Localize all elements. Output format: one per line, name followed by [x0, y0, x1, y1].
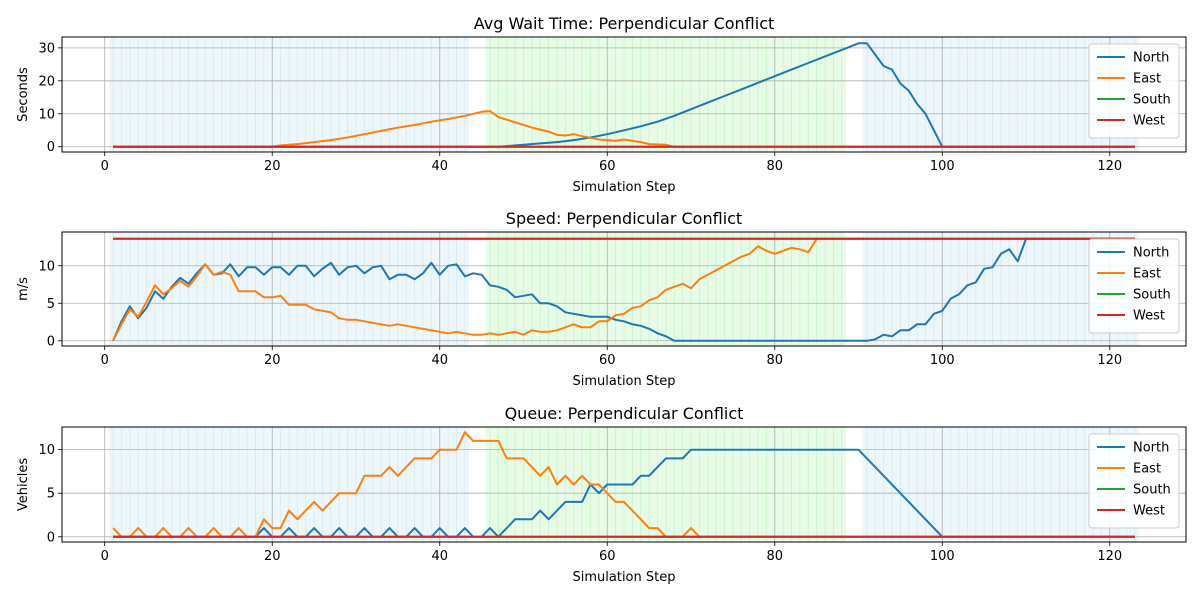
x-tick-label: 40	[431, 549, 448, 564]
series-line-north	[112, 237, 1135, 342]
legend: North East South West	[1088, 433, 1180, 529]
legend-label-west: West	[1133, 114, 1165, 129]
chart-title: Speed: Perpendicular Conflict	[506, 209, 742, 228]
x-tick-label: 20	[264, 353, 281, 368]
chart-title: Queue: Perpendicular Conflict	[505, 404, 744, 423]
series-line-east	[112, 431, 1135, 538]
axes-frame	[61, 36, 1187, 153]
y-axis-label: m/s	[16, 277, 31, 301]
x-tick-label: 60	[599, 353, 616, 368]
x-tick-label: 80	[766, 159, 783, 174]
x-tick-label: 40	[431, 159, 448, 174]
x-tick-label: 20	[264, 159, 281, 174]
y-tick-label: 30	[38, 41, 55, 56]
x-tick-label: 100	[930, 549, 955, 564]
legend-label-east: East	[1133, 462, 1161, 477]
y-tick-label: 20	[38, 74, 55, 89]
legend-box	[1088, 238, 1180, 334]
legend-label-south: South	[1133, 93, 1171, 108]
series-line-east	[112, 237, 1135, 342]
y-tick-label: 5	[47, 487, 55, 502]
x-tick-label: 0	[101, 159, 109, 174]
series-line-north	[113, 42, 1135, 148]
legend-label-west: West	[1133, 504, 1165, 519]
x-tick-label: 120	[1097, 549, 1122, 564]
y-tick-label: 5	[47, 297, 55, 312]
x-axis-label: Simulation Step	[573, 570, 676, 585]
y-axis-label: Seconds	[16, 67, 31, 122]
legend-label-east: East	[1133, 267, 1161, 282]
chart-panel-2: 0 20 40 60 80 100 120 0 5 10 Speed: Perpendicular …	[16, 209, 1187, 389]
x-tick-label: 60	[599, 159, 616, 174]
series-group	[113, 42, 1135, 148]
x-tick-label: 100	[930, 353, 955, 368]
phase-band-green	[485, 427, 846, 542]
legend-label-south: South	[1133, 483, 1171, 498]
x-axis-label: Simulation Step	[573, 180, 676, 195]
y-tick-label: 10	[38, 443, 55, 458]
legend-label-north: North	[1133, 51, 1169, 66]
grid	[62, 232, 1186, 346]
y-axis-label: Vehicles	[16, 458, 31, 511]
grid	[62, 37, 1186, 152]
x-tick-label: 80	[766, 353, 783, 368]
x-tick-label: 40	[431, 353, 448, 368]
x-axis-label: Simulation Step	[573, 374, 676, 389]
x-tick-label: 0	[101, 353, 109, 368]
axes-frame	[61, 231, 1187, 347]
series-group	[112, 431, 1135, 538]
legend-label-west: West	[1133, 309, 1165, 324]
legend-label-south: South	[1133, 288, 1171, 303]
legend-box	[1088, 433, 1180, 529]
phase-band-blue	[108, 37, 470, 152]
legend-label-east: East	[1133, 72, 1161, 87]
y-tick-label: 0	[47, 334, 55, 349]
chart-panel-1: 0 20 40 60 80 100 120 0 10 20 30 Avg Wait Time: Per…	[16, 14, 1187, 195]
legend: North East South West	[1088, 238, 1180, 334]
series-group	[112, 237, 1135, 342]
phase-shading	[108, 37, 1140, 152]
phase-band-green	[485, 37, 846, 152]
y-tick-label: 10	[38, 107, 55, 122]
x-tick-label: 100	[930, 159, 955, 174]
x-tick-label: 20	[264, 549, 281, 564]
chart-panel-3: 0 20 40 60 80 100 120 0 5 10 Queue: Perpendicular …	[16, 404, 1187, 585]
y-tick-label: 0	[47, 140, 55, 155]
x-tick-label: 120	[1097, 353, 1122, 368]
x-tick-label: 120	[1097, 159, 1122, 174]
x-tick-label: 80	[766, 549, 783, 564]
y-tick-label: 0	[47, 530, 55, 545]
legend-label-north: North	[1133, 441, 1169, 456]
x-tick-label: 60	[599, 549, 616, 564]
phase-band-blue	[108, 427, 470, 542]
chart-title: Avg Wait Time: Perpendicular Conflict	[474, 14, 775, 33]
series-line-east	[113, 110, 1135, 148]
y-tick-label: 10	[38, 259, 55, 274]
phase-shading	[108, 232, 1140, 346]
legend: North East South West	[1088, 43, 1180, 139]
axes-frame	[61, 426, 1187, 543]
legend-box	[1088, 43, 1180, 139]
x-tick-label: 0	[101, 549, 109, 564]
legend-label-north: North	[1133, 246, 1169, 261]
